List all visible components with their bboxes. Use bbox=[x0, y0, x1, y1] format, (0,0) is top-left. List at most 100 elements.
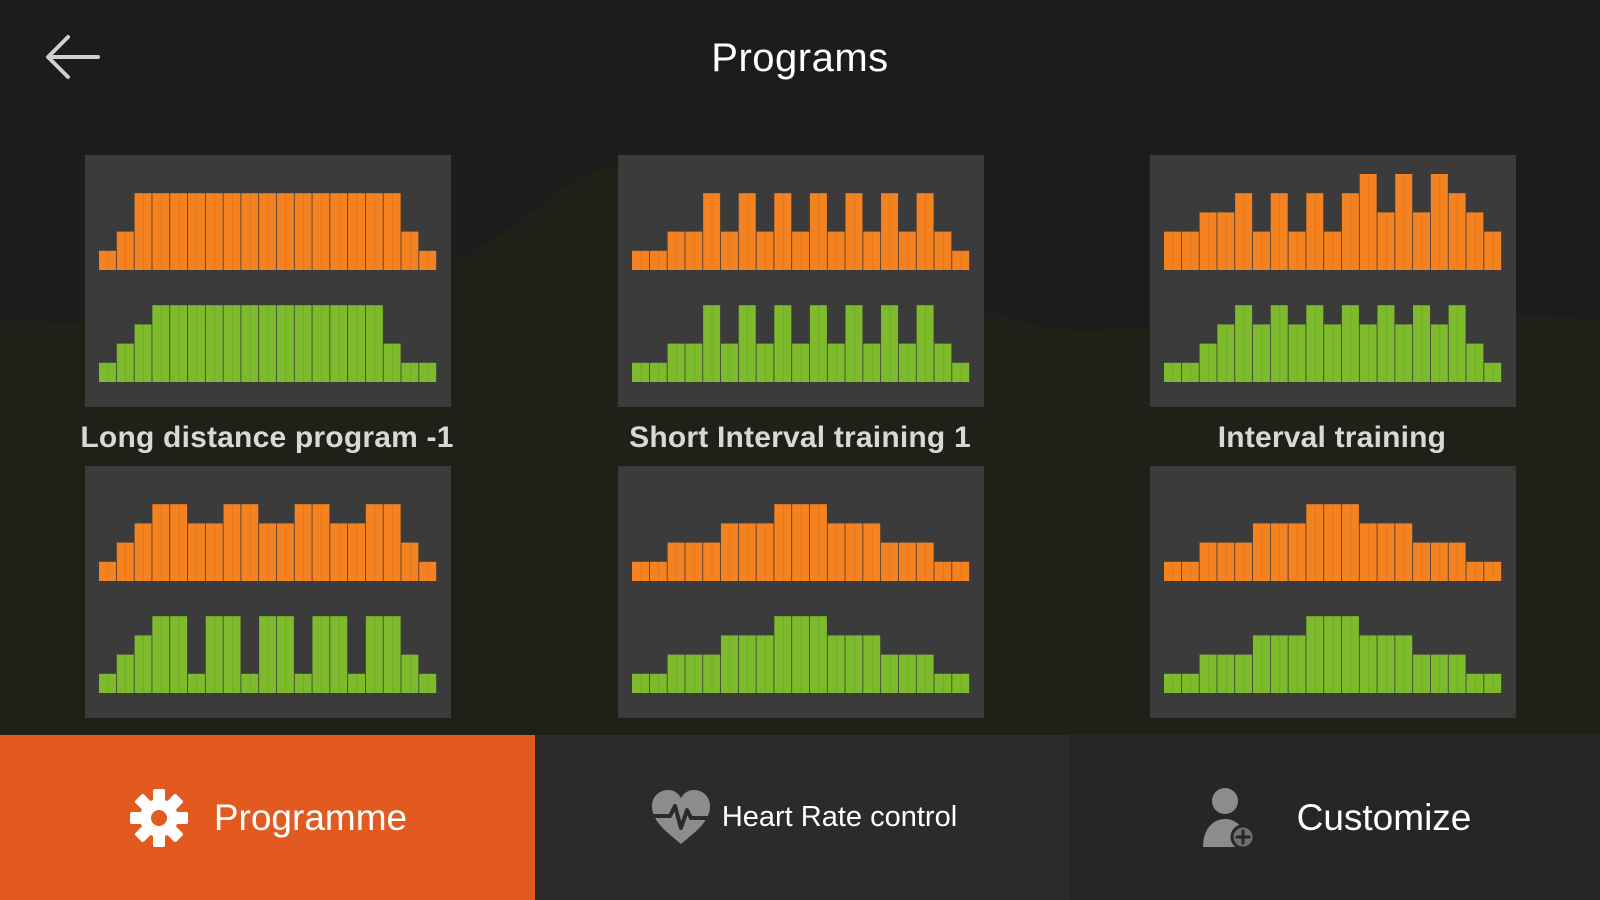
profile-bar bbox=[170, 616, 188, 693]
program-label: Long distance program -1 bbox=[80, 421, 454, 454]
profile-bar bbox=[1181, 673, 1199, 693]
program-card-4[interactable] bbox=[85, 466, 451, 718]
profile-bar bbox=[383, 504, 401, 581]
profile-bar bbox=[1217, 212, 1235, 270]
profile-bar bbox=[898, 542, 916, 581]
profile-bar bbox=[1306, 305, 1324, 382]
profile-bar bbox=[294, 305, 312, 382]
profile-bar bbox=[1164, 673, 1181, 693]
profile-bar bbox=[1164, 362, 1181, 382]
profile-bar bbox=[116, 343, 134, 382]
back-button[interactable] bbox=[32, 22, 112, 92]
profile-bar bbox=[667, 542, 685, 581]
profile-bar bbox=[134, 635, 152, 693]
profile-bar bbox=[259, 305, 277, 382]
profile-bar bbox=[99, 673, 116, 693]
profile-bar bbox=[152, 616, 170, 693]
profile-bar bbox=[881, 542, 899, 581]
profile-bar bbox=[916, 305, 934, 382]
profile-bar bbox=[1235, 654, 1253, 693]
profile-bar bbox=[1341, 193, 1359, 270]
profile-bar bbox=[223, 305, 241, 382]
profile-bar bbox=[898, 343, 916, 382]
profile-bar bbox=[685, 343, 703, 382]
profile-bar bbox=[809, 305, 827, 382]
profile-bar bbox=[1252, 635, 1270, 693]
program-card-interval[interactable] bbox=[1150, 155, 1516, 407]
header: Programs bbox=[0, 0, 1600, 120]
profile-bar bbox=[205, 616, 223, 693]
profile-bar bbox=[1164, 561, 1181, 581]
profile-chart bbox=[632, 193, 970, 382]
profile-bar bbox=[685, 231, 703, 270]
profile-bar bbox=[845, 305, 863, 382]
profile-bar bbox=[1377, 212, 1395, 270]
profile-bar bbox=[720, 231, 738, 270]
profile-bar bbox=[827, 635, 845, 693]
profile-bar bbox=[116, 654, 134, 693]
profile-bar bbox=[1199, 343, 1217, 382]
profile-bar bbox=[934, 343, 952, 382]
profile-bar bbox=[330, 616, 348, 693]
profile-bar bbox=[187, 523, 205, 581]
profile-bar bbox=[170, 504, 188, 581]
profile-bar bbox=[1395, 174, 1413, 270]
profile-bar bbox=[1270, 305, 1288, 382]
profile-bar bbox=[365, 193, 383, 270]
profile-bar bbox=[259, 523, 277, 581]
profile-bar bbox=[1288, 635, 1306, 693]
profile-bar bbox=[703, 542, 721, 581]
program-card-short-interval[interactable] bbox=[618, 155, 984, 407]
profile-bar bbox=[756, 343, 774, 382]
profile-bar bbox=[1324, 616, 1342, 693]
profile-bar bbox=[1448, 193, 1466, 270]
profile-bar bbox=[934, 231, 952, 270]
profile-chart bbox=[632, 504, 970, 693]
profile-bar bbox=[1199, 542, 1217, 581]
profile-bar bbox=[330, 523, 348, 581]
profile-bar bbox=[259, 193, 277, 270]
profile-bar bbox=[383, 616, 401, 693]
profile-bar bbox=[827, 231, 845, 270]
profile-bar bbox=[1430, 542, 1448, 581]
profile-bar bbox=[952, 673, 970, 693]
profile-bar bbox=[1270, 523, 1288, 581]
profile-bar bbox=[259, 616, 277, 693]
profile-bar bbox=[916, 193, 934, 270]
profile-chart bbox=[99, 504, 437, 693]
profile-bar bbox=[1324, 231, 1342, 270]
profile-bar bbox=[312, 616, 330, 693]
tab-heart-rate[interactable]: Heart Rate control bbox=[535, 735, 1070, 900]
profile-bar bbox=[1306, 504, 1324, 581]
profile-bar bbox=[632, 250, 649, 270]
profile-bar bbox=[241, 193, 259, 270]
profile-bar bbox=[294, 193, 312, 270]
profile-bar bbox=[312, 504, 330, 581]
profile-bar bbox=[720, 343, 738, 382]
profile-bar bbox=[1341, 616, 1359, 693]
profile-bar bbox=[898, 654, 916, 693]
profile-bar bbox=[703, 305, 721, 382]
profile-bar bbox=[685, 542, 703, 581]
profile-bar bbox=[365, 616, 383, 693]
profile-bar bbox=[348, 305, 366, 382]
profile-bar bbox=[223, 193, 241, 270]
profile-bar bbox=[720, 635, 738, 693]
profile-bar bbox=[1484, 673, 1502, 693]
program-card-5[interactable] bbox=[618, 466, 984, 718]
profile-bar bbox=[809, 616, 827, 693]
profile-bar bbox=[1217, 542, 1235, 581]
profile-bar bbox=[1288, 324, 1306, 382]
tab-programme[interactable]: Programme bbox=[0, 735, 535, 900]
profile-bar bbox=[348, 673, 366, 693]
profile-bar bbox=[276, 523, 294, 581]
profile-bar bbox=[632, 362, 649, 382]
tab-customize[interactable]: Customize bbox=[1070, 735, 1600, 900]
profile-bar bbox=[276, 305, 294, 382]
program-card-6[interactable] bbox=[1150, 466, 1516, 718]
profile-bar bbox=[152, 193, 170, 270]
program-card-long-distance[interactable] bbox=[85, 155, 451, 407]
profile-bar bbox=[330, 193, 348, 270]
profile-bar bbox=[809, 504, 827, 581]
profile-bar bbox=[1377, 523, 1395, 581]
